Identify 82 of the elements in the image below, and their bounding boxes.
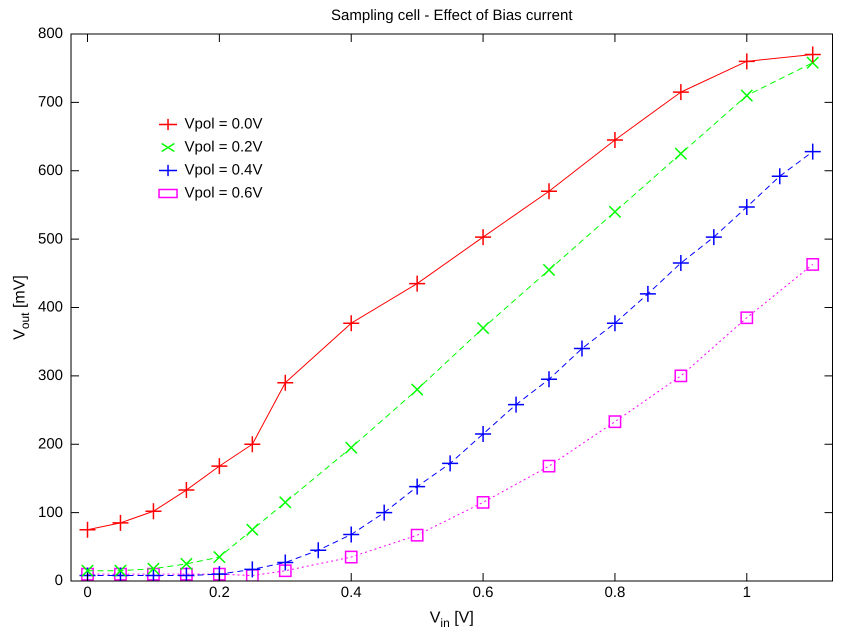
legend-label: Vpol = 0.0V xyxy=(184,116,263,133)
point xyxy=(375,504,393,522)
point xyxy=(278,564,292,578)
point xyxy=(672,83,690,101)
point xyxy=(344,550,358,564)
point xyxy=(210,457,228,475)
point xyxy=(112,514,130,532)
point xyxy=(180,558,193,570)
point xyxy=(608,415,622,428)
point xyxy=(542,263,556,276)
point xyxy=(441,454,459,472)
point xyxy=(81,568,94,581)
y-tick-label: 600 xyxy=(38,162,64,179)
point xyxy=(705,228,723,246)
point xyxy=(806,258,820,271)
chart-title: Sampling cell - Effect of Bias current xyxy=(331,7,574,24)
point xyxy=(114,564,127,578)
point xyxy=(78,520,96,538)
point xyxy=(344,441,358,454)
point xyxy=(276,554,294,572)
y-axis-title: Vout [mV] xyxy=(11,275,32,340)
point xyxy=(639,285,657,303)
point xyxy=(342,314,360,332)
point xyxy=(474,425,492,443)
point xyxy=(278,496,292,509)
point xyxy=(740,89,754,102)
point xyxy=(81,564,94,578)
point xyxy=(178,481,196,499)
point xyxy=(806,56,820,70)
x-tick-label: 0.4 xyxy=(340,584,362,602)
point xyxy=(804,46,822,64)
point xyxy=(672,254,690,272)
point xyxy=(408,274,426,292)
point xyxy=(147,562,160,576)
point xyxy=(606,131,624,149)
y-tick-label: 400 xyxy=(38,298,64,316)
x-tick-label: 0 xyxy=(83,584,92,602)
point xyxy=(410,383,424,396)
point xyxy=(114,568,127,581)
legend-label: Vpol = 0.4V xyxy=(184,162,263,179)
y-tick-label: 100 xyxy=(38,504,64,521)
point xyxy=(244,436,262,453)
point xyxy=(507,396,525,414)
point xyxy=(540,370,558,388)
x-tick-label: 1 xyxy=(742,584,751,602)
point xyxy=(606,314,624,332)
point xyxy=(804,142,822,160)
point xyxy=(246,523,259,536)
point xyxy=(342,526,360,544)
point xyxy=(738,52,756,70)
point xyxy=(310,541,328,559)
y-tick-label: 0 xyxy=(54,572,64,590)
point xyxy=(410,528,424,542)
point xyxy=(738,198,756,216)
y-tick-label: 800 xyxy=(38,25,64,42)
x-tick-label: 0.2 xyxy=(208,584,230,602)
y-tick-label: 300 xyxy=(38,367,64,384)
x-tick-label: 0.6 xyxy=(472,584,494,602)
x-tick-label: 0.8 xyxy=(604,584,626,602)
point xyxy=(408,478,426,496)
legend-label: Vpol = 0.2V xyxy=(184,138,263,156)
point xyxy=(674,147,688,160)
point xyxy=(542,460,556,473)
point xyxy=(771,167,789,185)
point xyxy=(608,205,622,218)
point xyxy=(740,311,754,324)
point xyxy=(674,369,688,382)
point xyxy=(573,340,591,358)
point xyxy=(476,496,490,509)
point xyxy=(144,502,162,520)
point xyxy=(180,568,193,581)
point xyxy=(474,228,492,246)
y-tick-label: 200 xyxy=(38,435,64,452)
point xyxy=(276,374,294,392)
point xyxy=(147,568,160,581)
legend-label: Vpol = 0.6V xyxy=(184,184,263,202)
point xyxy=(212,550,226,564)
y-tick-label: 700 xyxy=(38,94,64,111)
point xyxy=(540,182,558,200)
point xyxy=(476,322,490,334)
y-tick-label: 500 xyxy=(38,230,64,248)
point xyxy=(244,560,262,578)
